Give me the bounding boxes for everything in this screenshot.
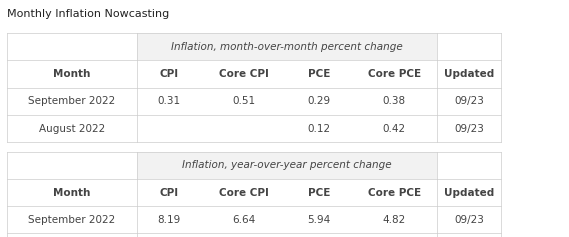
Bar [287,33,351,60]
Text: Core CPI: Core CPI [219,187,269,198]
Bar [437,179,501,206]
Bar [351,60,437,88]
Bar [437,33,501,60]
Text: 09/23: 09/23 [454,96,484,106]
Bar [7,233,137,237]
Bar [137,115,201,142]
Bar [7,115,137,142]
Bar [351,206,437,233]
Bar [137,152,201,179]
Bar [201,233,287,237]
Text: Inflation, month-over-month percent change: Inflation, month-over-month percent chan… [171,42,403,52]
Bar [437,115,501,142]
Bar [287,60,351,88]
Bar [287,206,351,233]
Bar [437,152,501,179]
Text: Core CPI: Core CPI [219,69,269,79]
Bar [7,60,137,88]
Bar [287,152,351,179]
Text: Monthly Inflation Nowcasting: Monthly Inflation Nowcasting [7,9,169,19]
Text: Updated: Updated [444,69,494,79]
Text: August 2022: August 2022 [39,123,105,134]
Bar [137,88,201,115]
Bar [287,179,351,206]
Text: Month: Month [53,69,91,79]
Bar [437,60,501,88]
Text: 4.82: 4.82 [382,215,406,225]
Bar [7,179,137,206]
Bar [201,206,287,233]
Bar [287,88,351,115]
Text: PCE: PCE [308,69,331,79]
Bar [437,233,501,237]
Text: CPI: CPI [160,69,179,79]
Bar [351,233,437,237]
Text: September 2022: September 2022 [28,215,116,225]
Text: 09/23: 09/23 [454,123,484,134]
Text: 8.19: 8.19 [158,215,181,225]
Text: Month: Month [53,187,91,198]
Bar [437,206,501,233]
Bar [137,33,201,60]
Bar [437,88,501,115]
Bar [201,152,287,179]
Bar [201,179,287,206]
Text: Updated: Updated [444,187,494,198]
Bar [287,233,351,237]
Bar [351,179,437,206]
Text: CPI: CPI [160,187,179,198]
Bar [7,88,137,115]
Text: 0.51: 0.51 [233,96,256,106]
Bar [351,152,437,179]
Bar [7,152,137,179]
Text: PCE: PCE [308,187,331,198]
Bar [351,88,437,115]
Bar [201,33,287,60]
Bar [7,33,137,60]
Text: 5.94: 5.94 [308,215,331,225]
Text: 0.38: 0.38 [382,96,406,106]
Bar [201,88,287,115]
Bar [351,33,437,60]
Text: 0.42: 0.42 [382,123,406,134]
Bar [201,115,287,142]
Bar [137,233,201,237]
Bar [351,115,437,142]
Text: 6.64: 6.64 [233,215,256,225]
Bar [137,179,201,206]
Text: 0.31: 0.31 [158,96,181,106]
Bar [137,206,201,233]
Text: 09/23: 09/23 [454,215,484,225]
Text: Inflation, year-over-year percent change: Inflation, year-over-year percent change [183,160,392,170]
Text: 0.29: 0.29 [308,96,331,106]
Bar [201,60,287,88]
Text: 0.12: 0.12 [308,123,331,134]
Text: Core PCE: Core PCE [368,69,420,79]
Bar [287,115,351,142]
Text: September 2022: September 2022 [28,96,116,106]
Text: Core PCE: Core PCE [368,187,420,198]
Bar [137,60,201,88]
Bar [7,206,137,233]
